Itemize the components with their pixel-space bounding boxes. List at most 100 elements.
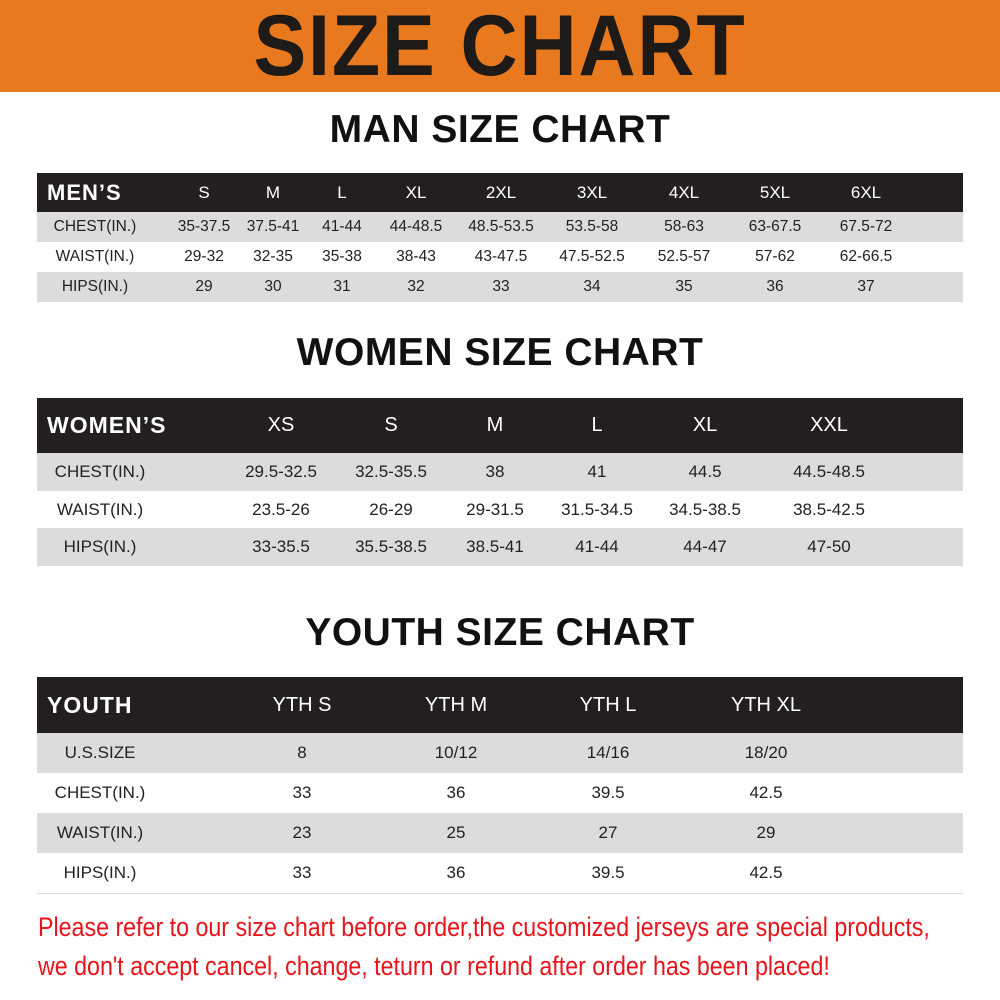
table-cell: 26-29 [369, 499, 413, 519]
banner: SIZE CHART [0, 0, 1000, 92]
table-cell: 31 [333, 278, 351, 295]
size-column-header: M [486, 414, 504, 436]
youth-header-label: YOUTH [47, 692, 133, 718]
table-cell: 39.5 [591, 863, 625, 882]
size-column-header: XL [405, 183, 427, 202]
row-label: HIPS(IN.) [61, 278, 129, 295]
table-cell: 32 [407, 278, 425, 295]
table-cell: 14/16 [586, 743, 630, 762]
table-row: CHEST(IN.) 35-37.5 37.5-41 41-44 44-48.5 48.5… [37, 212, 963, 242]
table-cell: 42.5 [749, 783, 783, 802]
table-row: HIPS(IN.) 33-35.5 35.5-38.5 38.5-41 41-44 44-… [37, 528, 963, 566]
size-column-header: L [337, 183, 347, 202]
men-section-title: MAN SIZE CHART [329, 108, 671, 151]
table-cell: 18/20 [744, 743, 788, 762]
youth-size-table: YOUTH YTH S YTH M YTH L YTH XL U.S.SIZE 8 10/12… [37, 677, 963, 894]
table-cell: 8 [297, 743, 307, 762]
table-cell: 37.5-41 [246, 218, 300, 235]
table-cell: 57-62 [755, 248, 795, 265]
table-cell: 47-50 [807, 537, 851, 556]
table-row: CHEST(IN.) 29.5-32.5 32.5-35.5 38 41 44.5 44.5… [37, 453, 963, 491]
row-label: HIPS(IN.) [63, 537, 137, 556]
table-cell: 53.5-58 [565, 218, 619, 235]
table-cell: 36 [446, 783, 466, 802]
row-label: WAIST(IN.) [56, 499, 144, 519]
table-cell: 35-38 [322, 248, 362, 265]
size-column-header: XL [692, 414, 718, 436]
table-cell: 39.5 [591, 783, 625, 802]
table-cell: 44-47 [683, 537, 727, 556]
youth-header-row: YOUTH YTH S YTH M YTH L YTH XL [37, 677, 963, 733]
table-cell: 34.5-38.5 [669, 499, 741, 519]
table-cell: 62-66.5 [839, 248, 893, 265]
table-cell: 29.5-32.5 [245, 462, 317, 481]
table-cell: 36 [766, 278, 784, 295]
table-cell: 32-35 [253, 248, 293, 265]
size-column-header: S [384, 414, 398, 436]
table-cell: 42.5 [749, 863, 783, 882]
youth-section-title: YOUTH SIZE CHART [305, 611, 695, 654]
women-section-title: WOMEN SIZE CHART [296, 331, 704, 374]
table-row: HIPS(IN.) 29 30 31 32 33 34 35 36 37 [37, 272, 963, 302]
size-column-header: L [591, 414, 603, 436]
row-label: CHEST(IN.) [53, 218, 137, 235]
table-cell: 52.5-57 [657, 248, 711, 265]
table-cell: 44-48.5 [389, 218, 443, 235]
table-row: HIPS(IN.) 33 36 39.5 42.5 [37, 853, 963, 893]
table-cell: 31.5-34.5 [561, 499, 633, 519]
table-cell: 38.5-41 [466, 537, 524, 556]
table-cell: 33 [292, 863, 312, 882]
table-cell: 29 [756, 823, 776, 842]
row-label: U.S.SIZE [64, 743, 136, 762]
notice-line-1: Please refer to our size chart before or… [38, 912, 930, 942]
table-cell: 32.5-35.5 [355, 462, 427, 481]
size-column-header: 5XL [759, 183, 791, 202]
row-label: HIPS(IN.) [63, 863, 137, 882]
size-column-header: 4XL [668, 183, 700, 202]
notice-line-2: we don't accept cancel, change, teturn o… [38, 951, 830, 981]
row-label: CHEST(IN.) [54, 462, 146, 481]
size-column-header: XS [267, 414, 295, 436]
table-cell: 41 [587, 462, 607, 481]
table-cell: 35 [675, 278, 693, 295]
table-cell: 35-37.5 [177, 218, 231, 235]
table-cell: 48.5-53.5 [468, 218, 534, 235]
table-row: U.S.SIZE 8 10/12 14/16 18/20 [37, 733, 963, 773]
table-cell: 33 [492, 278, 510, 295]
size-column-header: YTH M [424, 694, 488, 716]
table-cell: 34 [583, 278, 601, 295]
table-cell: 35.5-38.5 [355, 537, 427, 556]
women-header-label: WOMEN’S [47, 412, 167, 438]
table-cell: 10/12 [434, 743, 478, 762]
size-column-header: YTH S [272, 694, 332, 716]
table-cell: 47.5-52.5 [559, 248, 625, 265]
size-column-header: 6XL [850, 183, 882, 202]
table-cell: 33 [292, 783, 312, 802]
table-cell: 29-31.5 [466, 499, 524, 519]
size-column-header: YTH XL [730, 694, 802, 716]
table-cell: 33-35.5 [252, 537, 310, 556]
table-cell: 30 [264, 278, 282, 295]
table-cell: 23.5-26 [252, 499, 310, 519]
table-cell: 25 [446, 823, 466, 842]
size-column-header: YTH L [579, 694, 637, 716]
size-column-header: XXL [810, 414, 848, 436]
table-row: CHEST(IN.) 33 36 39.5 42.5 [37, 773, 963, 813]
table-row: WAIST(IN.) 29-32 32-35 35-38 38-43 43-47.5 47.… [37, 242, 963, 272]
table-cell: 27 [598, 823, 618, 842]
table-row: WAIST(IN.) 23 25 27 29 [37, 813, 963, 853]
size-column-header: 3XL [576, 183, 608, 202]
row-label: WAIST(IN.) [55, 248, 135, 265]
table-cell: 23 [292, 823, 312, 842]
size-column-header: M [265, 183, 281, 202]
size-column-header: 2XL [485, 183, 517, 202]
table-cell: 67.5-72 [839, 218, 893, 235]
table-cell: 38 [485, 462, 505, 481]
table-cell: 58-63 [664, 218, 704, 235]
size-column-header: S [198, 183, 210, 202]
row-label: WAIST(IN.) [56, 823, 144, 842]
table-cell: 41-44 [575, 537, 619, 556]
women-header-row: WOMEN’S XS S M L XL XXL [37, 398, 963, 453]
table-cell: 29-32 [184, 248, 224, 265]
table-cell: 63-67.5 [748, 218, 802, 235]
